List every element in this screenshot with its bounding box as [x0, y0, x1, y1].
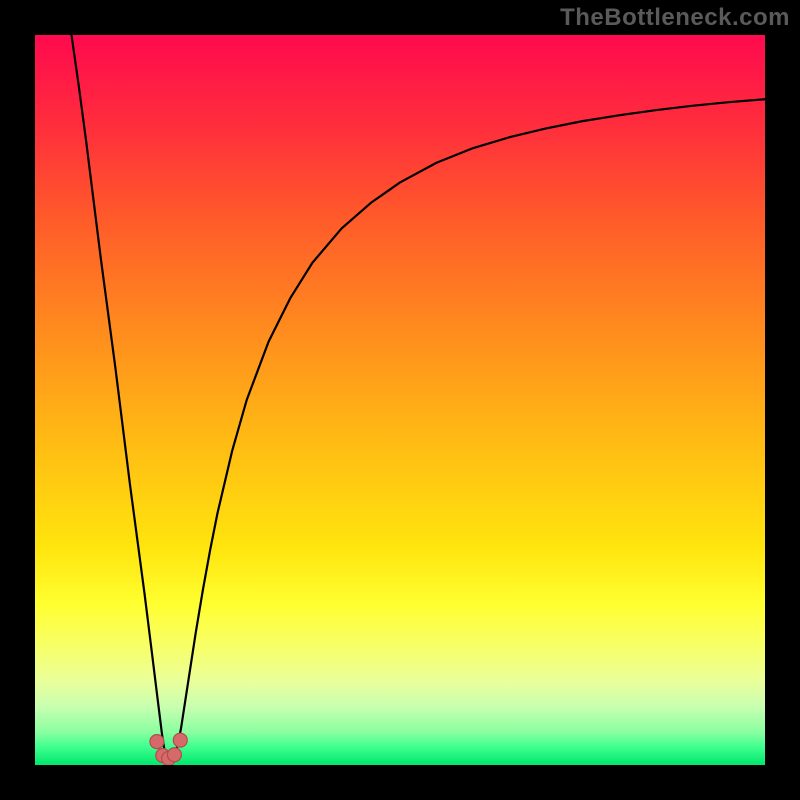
bottleneck-curve-chart — [0, 0, 800, 800]
chart-stage: TheBottleneck.com — [0, 0, 800, 800]
minimum-marker — [150, 735, 164, 749]
plot-background — [35, 35, 765, 765]
minimum-marker — [167, 748, 181, 762]
minimum-marker — [173, 733, 187, 747]
watermark-text: TheBottleneck.com — [560, 4, 790, 32]
